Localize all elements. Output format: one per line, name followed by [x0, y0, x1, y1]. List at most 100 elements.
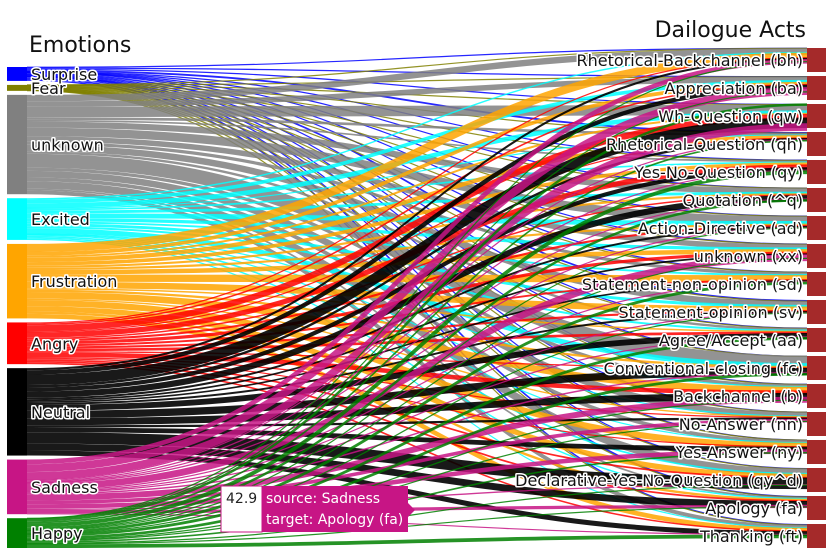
source-node-frustration[interactable] [7, 243, 27, 319]
link-sadness-to-target-9[interactable] [26, 312, 808, 493]
link-angry-to-target-5[interactable] [26, 194, 808, 340]
link-sadness-to-target-7[interactable] [26, 254, 808, 491]
target-label-5: Quotation (^q) [683, 191, 803, 210]
link-sadness-to-target-8[interactable] [26, 280, 808, 492]
target-node-12[interactable] [807, 384, 826, 408]
link-fear-to-target-0[interactable] [26, 47, 808, 86]
target-node-7[interactable] [807, 244, 826, 268]
link-sadness-to-target-10[interactable] [26, 336, 808, 494]
link-sadness-to-target-3[interactable] [26, 139, 808, 481]
target-node-9[interactable] [807, 300, 826, 324]
link-happy-to-target-2[interactable] [26, 103, 808, 522]
target-node-13[interactable] [807, 412, 826, 436]
link-neutral-to-target-8[interactable] [26, 280, 808, 404]
link-sadness-to-target-2[interactable] [26, 123, 808, 480]
link-sadness-to-target-14[interactable] [26, 449, 808, 509]
link-sadness-to-target-1[interactable] [26, 87, 808, 473]
source-label-fear: Fear [31, 79, 66, 98]
source-node-neutral[interactable] [7, 368, 27, 456]
link-happy-to-target-11[interactable] [26, 372, 808, 540]
source-node-excited[interactable] [7, 198, 27, 240]
link-happy-to-target-15[interactable] [26, 484, 808, 544]
target-label-14: Yes-Answer (ny) [675, 443, 803, 462]
target-label-4: Yes-No-Question (qy) [633, 163, 803, 182]
target-node-2[interactable] [807, 104, 826, 128]
target-node-16[interactable] [807, 496, 826, 520]
link-neutral-to-target-0[interactable] [26, 57, 808, 371]
target-node-6[interactable] [807, 216, 826, 240]
target-nodes [807, 48, 826, 548]
link-frustration-to-target-2[interactable] [26, 112, 808, 258]
link-happy-to-target-4[interactable] [26, 170, 808, 528]
link-neutral-to-target-11[interactable] [26, 367, 808, 419]
link-excited-to-target-9[interactable] [26, 223, 808, 308]
link-happy-to-target-16[interactable] [26, 506, 808, 545]
link-angry-to-target-11[interactable] [26, 351, 808, 369]
link-neutral-to-target-13[interactable] [26, 417, 808, 428]
link-excited-to-target-2[interactable] [26, 110, 808, 208]
link-sadness-to-target-5[interactable] [26, 198, 808, 483]
link-surprise-to-target-0[interactable] [26, 47, 808, 68]
link-happy-to-target-0[interactable] [26, 61, 808, 519]
source-node-surprise[interactable] [7, 67, 27, 81]
source-node-angry[interactable] [7, 322, 27, 365]
link-excited-to-target-1[interactable] [26, 79, 808, 204]
link-happy-to-target-6[interactable] [26, 227, 808, 531]
link-happy-to-target-3[interactable] [26, 139, 808, 524]
link-angry-to-target-9[interactable] [26, 309, 808, 349]
target-label-3: Rhetorical-Question (qh) [606, 135, 803, 154]
link-neutral-to-target-9[interactable] [26, 311, 808, 405]
link-neutral-to-target-7[interactable] [26, 253, 808, 402]
link-excited-to-target-14[interactable] [26, 234, 808, 444]
link-excited-to-target-5[interactable] [26, 191, 808, 214]
link-happy-to-target-5[interactable] [26, 199, 808, 530]
target-node-3[interactable] [807, 132, 826, 156]
target-node-5[interactable] [807, 188, 826, 212]
link-unknown-to-target-10[interactable] [26, 151, 808, 331]
target-node-11[interactable] [807, 356, 826, 380]
link-sadness-to-target-4[interactable] [26, 169, 808, 482]
link-excited-to-target-17[interactable] [26, 238, 808, 529]
link-unknown-to-target-1[interactable] [26, 76, 808, 107]
link-unknown-to-target-9[interactable] [26, 144, 808, 308]
source-node-unknown[interactable] [7, 94, 27, 195]
link-happy-to-target-14[interactable] [26, 451, 808, 543]
target-node-14[interactable] [807, 440, 826, 464]
link-happy-to-target-12[interactable] [26, 399, 808, 541]
link-frustration-to-target-0[interactable] [26, 52, 808, 253]
link-happy-to-target-13[interactable] [26, 420, 808, 542]
link-excited-to-target-0[interactable] [26, 51, 808, 200]
link-happy-to-target-8[interactable] [26, 281, 808, 534]
target-node-1[interactable] [807, 76, 826, 100]
link-angry-to-target-1[interactable] [26, 83, 808, 326]
link-unknown-to-target-8[interactable] [26, 141, 808, 276]
link-neutral-to-target-2[interactable] [26, 117, 808, 386]
link-frustration-to-target-1[interactable] [26, 81, 808, 256]
target-label-15: Declarative-Yes-No-Question (qy^d) [515, 471, 803, 490]
link-happy-to-target-7[interactable] [26, 257, 808, 532]
link-happy-to-target-9[interactable] [26, 312, 808, 535]
source-node-fear[interactable] [7, 84, 27, 91]
source-nodes [7, 67, 27, 548]
link-sadness-to-target-0[interactable] [26, 58, 808, 465]
link-angry-to-target-0[interactable] [26, 57, 808, 324]
link-happy-to-target-1[interactable] [26, 91, 808, 520]
link-neutral-to-target-14[interactable] [26, 427, 808, 452]
source-node-happy[interactable] [7, 518, 27, 548]
link-sadness-to-target-11[interactable] [26, 371, 808, 495]
link-neutral-to-target-1[interactable] [26, 84, 808, 375]
target-node-8[interactable] [807, 272, 826, 296]
link-happy-to-target-10[interactable] [26, 336, 808, 538]
link-happy-to-target-17[interactable] [26, 534, 808, 548]
link-fear-to-target-4[interactable] [26, 85, 808, 162]
target-node-15[interactable] [807, 468, 826, 492]
link-sadness-to-target-6[interactable] [26, 226, 808, 484]
target-node-10[interactable] [807, 328, 826, 352]
source-node-sadness[interactable] [7, 459, 27, 515]
target-node-0[interactable] [807, 48, 826, 72]
link-unknown-to-target-0[interactable] [26, 48, 808, 102]
target-node-4[interactable] [807, 160, 826, 184]
link-unknown-to-target-7[interactable] [26, 136, 808, 250]
target-node-17[interactable] [807, 524, 826, 548]
